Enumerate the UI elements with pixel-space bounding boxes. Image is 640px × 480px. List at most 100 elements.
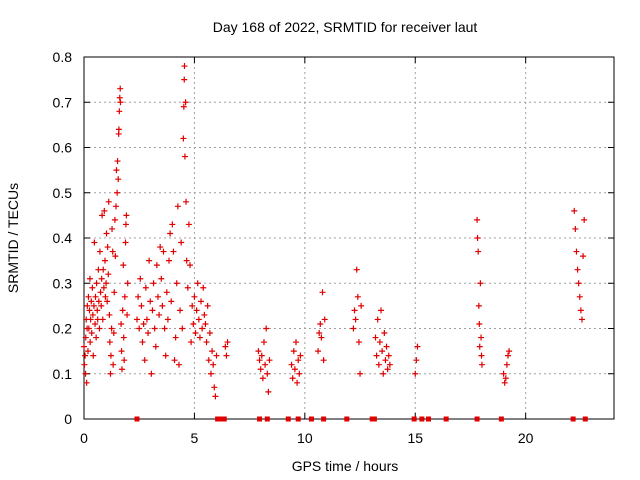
gap-marker (134, 416, 140, 422)
gap-marker (264, 416, 270, 422)
data-point (147, 298, 154, 305)
x-tick-label: 10 (297, 430, 313, 446)
gap-marker (498, 416, 504, 422)
data-point (381, 330, 388, 337)
data-point (201, 311, 208, 318)
data-point (196, 334, 203, 341)
data-point (211, 384, 218, 391)
data-point (118, 366, 125, 373)
data-point (154, 293, 161, 300)
data-point (88, 330, 95, 337)
data-point (203, 339, 210, 346)
data-point (81, 343, 87, 350)
data-point (478, 334, 485, 341)
data-point (191, 293, 198, 300)
data-point (138, 302, 145, 309)
data-point (372, 334, 379, 341)
data-point (105, 198, 112, 205)
data-point (109, 225, 116, 232)
data-point (357, 370, 364, 377)
data-point (350, 325, 357, 332)
data-point (124, 280, 131, 287)
gap-marker (426, 416, 431, 422)
x-tick-label: 0 (80, 430, 88, 446)
gap-marker (411, 416, 417, 422)
data-point (209, 348, 216, 355)
data-point (383, 343, 390, 350)
data-point (177, 307, 184, 314)
data-point (106, 339, 113, 346)
data-point (576, 293, 583, 300)
gap-marker (257, 416, 263, 422)
data-point (123, 212, 130, 219)
data-point (114, 189, 121, 196)
data-point (200, 284, 207, 291)
data-point (87, 339, 94, 346)
data-point (353, 266, 360, 273)
data-point (258, 352, 265, 359)
data-point (156, 311, 163, 318)
data-point (137, 275, 144, 282)
data-point (171, 357, 178, 364)
data-point (99, 212, 106, 219)
data-point (149, 307, 156, 314)
data-point (266, 357, 273, 364)
x-tick-label: 15 (407, 430, 423, 446)
data-point (96, 325, 103, 332)
axis-ticks: 0 0.1 0.2 0.3 0.4 0.5 0.6 0.7 0.8 0 5 10 15 20 (53, 49, 614, 446)
data-point (573, 248, 580, 255)
data-point (116, 108, 123, 115)
data-point (97, 289, 104, 296)
data-point (113, 203, 120, 210)
data-point (257, 366, 264, 373)
data-point (264, 370, 271, 377)
data-point (500, 370, 507, 377)
data-point (379, 348, 386, 355)
data-point (140, 320, 147, 327)
data-point (373, 352, 380, 359)
data-point (188, 339, 195, 346)
data-point (84, 302, 91, 309)
data-point (384, 366, 391, 373)
data-point (386, 361, 393, 368)
data-point (134, 316, 140, 323)
gap-marker (308, 416, 314, 422)
data-point (89, 311, 96, 318)
data-point (117, 99, 124, 106)
data-point (178, 239, 185, 246)
data-point (190, 320, 197, 327)
data-point (158, 275, 165, 282)
data-point (170, 248, 177, 255)
y-tick-label: 0.1 (53, 366, 73, 382)
data-point (167, 230, 174, 237)
data-point (355, 339, 362, 346)
data-point (151, 325, 158, 332)
data-point (119, 307, 126, 314)
data-point (115, 126, 122, 133)
data-point (85, 293, 92, 300)
data-point (224, 339, 231, 346)
data-point (100, 266, 107, 273)
data-point (101, 257, 108, 264)
data-point (153, 262, 160, 269)
data-point (142, 284, 149, 291)
data-point (122, 221, 129, 228)
data-point (318, 334, 325, 341)
data-point (161, 325, 168, 332)
data-point (107, 370, 114, 377)
gap-marker (344, 416, 350, 422)
data-point (503, 361, 510, 368)
data-point (108, 325, 115, 332)
y-tick-label: 0.4 (53, 230, 73, 246)
gap-markers (134, 416, 588, 422)
y-tick-label: 0.8 (53, 49, 73, 65)
data-point (86, 307, 93, 314)
data-point (198, 298, 205, 305)
data-point (183, 257, 190, 264)
data-point (113, 167, 120, 174)
data-point (92, 320, 99, 327)
y-tick-label: 0.2 (53, 321, 73, 337)
data-point (117, 85, 124, 92)
data-point (506, 348, 513, 355)
